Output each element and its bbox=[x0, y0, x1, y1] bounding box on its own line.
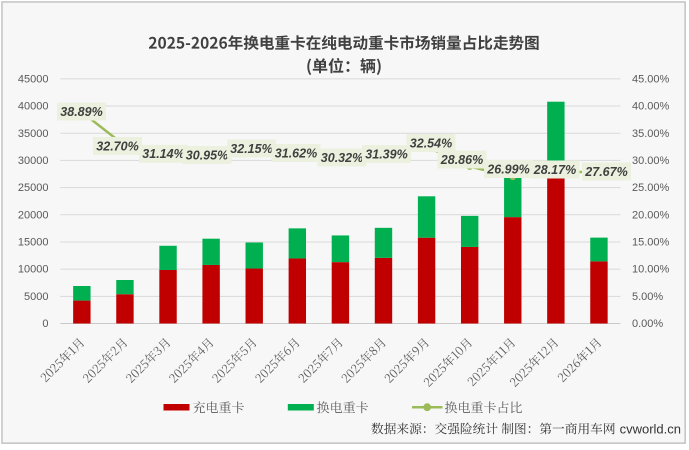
svg-text:0.00%: 0.00% bbox=[632, 318, 663, 330]
svg-text:5.00%: 5.00% bbox=[632, 291, 663, 303]
svg-text:20000: 20000 bbox=[18, 209, 49, 221]
svg-text:35.00%: 35.00% bbox=[632, 128, 670, 140]
svg-text:30.00%: 30.00% bbox=[632, 155, 670, 167]
svg-text:0: 0 bbox=[42, 318, 48, 330]
svg-text:25.00%: 25.00% bbox=[632, 182, 670, 194]
svg-text:30000: 30000 bbox=[18, 155, 49, 167]
svg-text:32.15%: 32.15% bbox=[230, 142, 272, 156]
svg-text:26.99%: 26.99% bbox=[486, 162, 529, 176]
svg-text:31.14%: 31.14% bbox=[142, 147, 184, 161]
svg-text:5000: 5000 bbox=[24, 291, 48, 303]
svg-text:cvworld.cn: cvworld.cn bbox=[620, 421, 681, 436]
svg-text:31.62%: 31.62% bbox=[275, 146, 317, 160]
svg-text:27.67%: 27.67% bbox=[584, 165, 627, 179]
svg-text:31.39%: 31.39% bbox=[365, 147, 407, 161]
svg-text:15.00%: 15.00% bbox=[632, 237, 670, 249]
svg-text:38.89%: 38.89% bbox=[60, 105, 102, 119]
svg-text:28.17%: 28.17% bbox=[533, 163, 576, 177]
svg-text:30.95%: 30.95% bbox=[186, 148, 228, 162]
svg-text:25000: 25000 bbox=[18, 182, 49, 194]
svg-text:10000: 10000 bbox=[18, 264, 49, 276]
svg-text:45.00%: 45.00% bbox=[632, 73, 670, 85]
svg-text:40000: 40000 bbox=[18, 101, 49, 113]
svg-text:15000: 15000 bbox=[18, 237, 49, 249]
svg-text:32.54%: 32.54% bbox=[410, 136, 452, 150]
svg-text:32.70%: 32.70% bbox=[96, 139, 138, 153]
svg-text:28.86%: 28.86% bbox=[440, 153, 483, 167]
svg-text:45000: 45000 bbox=[18, 73, 49, 85]
svg-text:10.00%: 10.00% bbox=[632, 264, 670, 276]
svg-text:20.00%: 20.00% bbox=[632, 209, 670, 221]
svg-text:35000: 35000 bbox=[18, 128, 49, 140]
svg-text:40.00%: 40.00% bbox=[632, 101, 670, 113]
svg-text:30.32%: 30.32% bbox=[321, 151, 363, 165]
